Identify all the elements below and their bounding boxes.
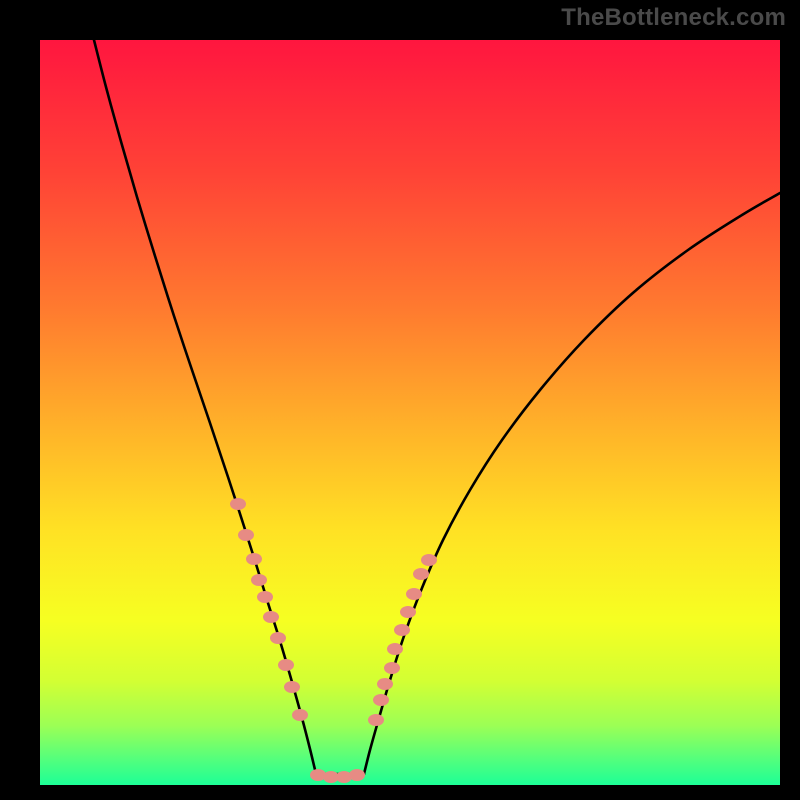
- bottleneck-curve: [40, 40, 780, 785]
- marker-left: [251, 574, 267, 586]
- marker-right: [368, 714, 384, 726]
- marker-left: [230, 498, 246, 510]
- marker-left: [238, 529, 254, 541]
- marker-left: [257, 591, 273, 603]
- marker-left: [270, 632, 286, 644]
- marker-left: [292, 709, 308, 721]
- chart-frame: TheBottleneck.com: [0, 0, 800, 800]
- marker-right: [384, 662, 400, 674]
- marker-right: [400, 606, 416, 618]
- marker-right: [387, 643, 403, 655]
- plot-area: [40, 40, 780, 785]
- marker-right: [413, 568, 429, 580]
- watermark-text: TheBottleneck.com: [561, 4, 786, 32]
- marker-left: [284, 681, 300, 693]
- marker-right: [394, 624, 410, 636]
- marker-left: [278, 659, 294, 671]
- marker-right: [377, 678, 393, 690]
- marker-right: [421, 554, 437, 566]
- marker-right: [406, 588, 422, 600]
- curve-right-branch: [364, 193, 780, 774]
- marker-left: [246, 553, 262, 565]
- marker-bottom: [349, 769, 365, 781]
- marker-left: [263, 611, 279, 623]
- marker-right: [373, 694, 389, 706]
